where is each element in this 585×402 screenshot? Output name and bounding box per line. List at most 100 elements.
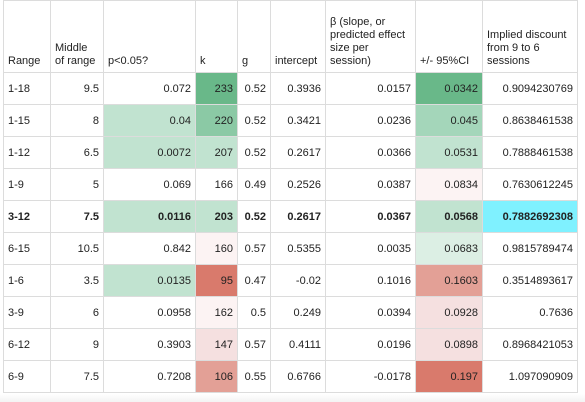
range-cell[interactable]: 1-6	[3, 264, 51, 297]
header-g[interactable]: g	[237, 0, 271, 73]
discount-cell[interactable]: 0.9815789474	[482, 232, 578, 265]
range-cell[interactable]: 1-9	[3, 168, 51, 201]
intercept-cell[interactable]: 0.2526	[270, 168, 326, 201]
table-row: 1-6 3.5 0.0135 95 0.47 -0.02 0.1016 0.1603 0.351…	[3, 264, 578, 297]
g-cell[interactable]: 0.52	[237, 72, 271, 105]
range-cell[interactable]: 1-18	[3, 72, 51, 105]
p-value-cell[interactable]: 0.072	[103, 72, 196, 105]
range-cell[interactable]: 6-15	[3, 232, 51, 265]
range-cell[interactable]: 6-12	[3, 328, 51, 361]
intercept-cell[interactable]: 0.3936	[270, 72, 326, 105]
range-cell[interactable]: 1-15	[3, 104, 51, 137]
p-value-cell[interactable]: 0.7208	[103, 360, 196, 393]
range-cell[interactable]: 1-12	[3, 136, 51, 169]
g-cell[interactable]: 0.5	[237, 296, 271, 329]
k-cell[interactable]: 160	[195, 232, 238, 265]
middle-cell[interactable]: 9.5	[50, 72, 104, 105]
discount-cell[interactable]: 0.9094230769	[482, 72, 578, 105]
header-beta[interactable]: β (slope, or predicted effect size per s…	[325, 0, 416, 73]
intercept-cell[interactable]: 0.6766	[270, 360, 326, 393]
beta-cell[interactable]: 0.1016	[325, 264, 416, 297]
p-value-cell[interactable]: 0.842	[103, 232, 196, 265]
beta-cell[interactable]: 0.0366	[325, 136, 416, 169]
g-cell[interactable]: 0.57	[237, 328, 271, 361]
p-value-cell[interactable]: 0.0135	[103, 264, 196, 297]
ci-cell[interactable]: 0.1603	[415, 264, 483, 297]
g-cell[interactable]: 0.52	[237, 136, 271, 169]
header-intercept[interactable]: intercept	[270, 0, 326, 73]
beta-cell[interactable]: 0.0367	[325, 200, 416, 233]
k-cell[interactable]: 220	[195, 104, 238, 137]
header-p-value[interactable]: p<0.05?	[103, 0, 196, 73]
discount-cell[interactable]: 0.3514893617	[482, 264, 578, 297]
intercept-cell[interactable]: 0.2617	[270, 136, 326, 169]
intercept-cell[interactable]: 0.2617	[270, 200, 326, 233]
g-cell[interactable]: 0.52	[237, 104, 271, 137]
p-value-cell[interactable]: 0.3903	[103, 328, 196, 361]
ci-cell[interactable]: 0.0568	[415, 200, 483, 233]
intercept-cell[interactable]: 0.4111	[270, 328, 326, 361]
header-implied-discount[interactable]: Implied discount from 9 to 6 sessions	[482, 0, 578, 73]
beta-cell[interactable]: 0.0196	[325, 328, 416, 361]
discount-cell[interactable]: 1.097090909	[482, 360, 578, 393]
discount-cell[interactable]: 0.7882692308	[482, 200, 578, 233]
header-middle-of-range[interactable]: Middle of range	[50, 0, 104, 73]
beta-cell[interactable]: 0.0157	[325, 72, 416, 105]
header-range[interactable]: Range	[3, 0, 51, 73]
middle-cell[interactable]: 8	[50, 104, 104, 137]
p-value-cell[interactable]: 0.069	[103, 168, 196, 201]
k-cell[interactable]: 147	[195, 328, 238, 361]
discount-cell[interactable]: 0.8968421053	[482, 328, 578, 361]
middle-cell[interactable]: 6.5	[50, 136, 104, 169]
beta-cell[interactable]: 0.0035	[325, 232, 416, 265]
ci-cell[interactable]: 0.0531	[415, 136, 483, 169]
middle-cell[interactable]: 6	[50, 296, 104, 329]
k-cell[interactable]: 106	[195, 360, 238, 393]
g-cell[interactable]: 0.49	[237, 168, 271, 201]
discount-cell[interactable]: 0.7636	[482, 296, 578, 329]
header-ci[interactable]: +/- 95%CI	[415, 0, 483, 73]
ci-cell[interactable]: 0.197	[415, 360, 483, 393]
middle-cell[interactable]: 5	[50, 168, 104, 201]
discount-cell[interactable]: 0.7888461538	[482, 136, 578, 169]
g-cell[interactable]: 0.57	[237, 232, 271, 265]
ci-cell[interactable]: 0.0928	[415, 296, 483, 329]
ci-cell[interactable]: 0.0898	[415, 328, 483, 361]
beta-cell[interactable]: 0.0236	[325, 104, 416, 137]
header-k[interactable]: k	[195, 0, 238, 73]
ci-cell[interactable]: 0.0683	[415, 232, 483, 265]
g-cell[interactable]: 0.52	[237, 200, 271, 233]
middle-cell[interactable]: 10.5	[50, 232, 104, 265]
k-cell[interactable]: 162	[195, 296, 238, 329]
middle-cell[interactable]: 9	[50, 328, 104, 361]
middle-cell[interactable]: 7.5	[50, 360, 104, 393]
ci-cell[interactable]: 0.045	[415, 104, 483, 137]
discount-cell[interactable]: 0.7630612245	[482, 168, 578, 201]
intercept-cell[interactable]: 0.249	[270, 296, 326, 329]
g-cell[interactable]: 0.55	[237, 360, 271, 393]
p-value-cell[interactable]: 0.0958	[103, 296, 196, 329]
k-cell[interactable]: 166	[195, 168, 238, 201]
p-value-cell[interactable]: 0.04	[103, 104, 196, 137]
middle-cell[interactable]: 7.5	[50, 200, 104, 233]
g-cell[interactable]: 0.47	[237, 264, 271, 297]
range-cell[interactable]: 3-9	[3, 296, 51, 329]
beta-cell[interactable]: 0.0387	[325, 168, 416, 201]
beta-cell[interactable]: -0.0178	[325, 360, 416, 393]
p-value-cell[interactable]: 0.0072	[103, 136, 196, 169]
k-cell[interactable]: 207	[195, 136, 238, 169]
middle-cell[interactable]: 3.5	[50, 264, 104, 297]
intercept-cell[interactable]: 0.5355	[270, 232, 326, 265]
range-cell[interactable]: 3-12	[3, 200, 51, 233]
k-cell[interactable]: 203	[195, 200, 238, 233]
beta-cell[interactable]: 0.0394	[325, 296, 416, 329]
k-cell[interactable]: 233	[195, 72, 238, 105]
discount-cell[interactable]: 0.8638461538	[482, 104, 578, 137]
p-value-cell[interactable]: 0.0116	[103, 200, 196, 233]
intercept-cell[interactable]: -0.02	[270, 264, 326, 297]
intercept-cell[interactable]: 0.3421	[270, 104, 326, 137]
ci-cell[interactable]: 0.0342	[415, 72, 483, 105]
ci-cell[interactable]: 0.0834	[415, 168, 483, 201]
k-cell[interactable]: 95	[195, 264, 238, 297]
range-cell[interactable]: 6-9	[3, 360, 51, 393]
